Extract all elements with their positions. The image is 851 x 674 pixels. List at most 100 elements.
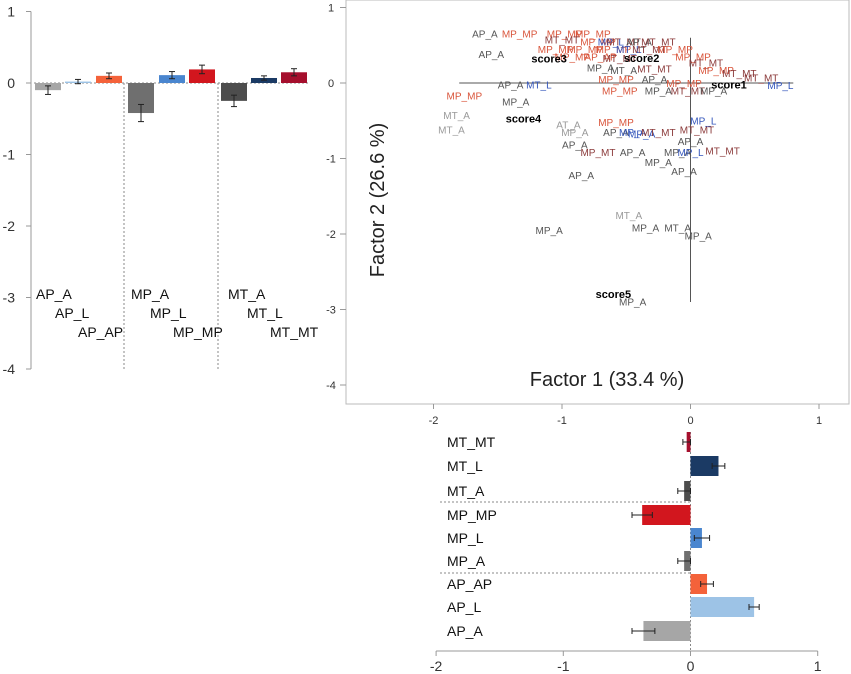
br-category-label: MP_A [447,553,486,569]
bp-point-label: MT_MT [603,54,637,65]
bp-point-label: AP_A [568,171,594,182]
bp-point-label: MP_A [664,148,692,159]
bp-point-label: MP_A [536,226,564,237]
br-category-label: MT_L [447,458,483,474]
bp-point-label: MP_L [677,148,704,159]
bp-point-label: MT_MT [637,64,671,75]
bp-point-label: MP_A [632,224,660,235]
br-category-label: MT_MT [447,434,496,450]
bp-point-label: MP_MT [580,148,615,159]
bp-point-label: MP_L [598,37,625,48]
bp-x-tick-label: -2 [429,415,439,427]
tl-bar-mt_a [221,83,247,101]
bp-point-label: MP_MP [675,52,711,63]
br-bar-ap_a [643,621,691,641]
bp-point-label: MP_A [645,86,673,97]
bp-point-label: MT_MT [680,126,714,137]
bp-y-tick-label: 0 [328,78,334,90]
bp-point-label: MT_A [615,211,642,222]
tl-category-label: MT_MT [270,324,319,340]
bp-point-label: MP_A [619,128,647,139]
bp-point-label: MP_A [645,158,673,169]
bp-point-label: MT_L [526,80,552,91]
bp-point-label: MP_A [587,64,615,75]
bp-point-label: MP_MP [666,79,702,90]
br-category-label: MT_A [447,483,485,499]
bp-score-label: score2 [624,53,659,65]
bp-y-tick-label: -2 [326,229,336,241]
tl-category-label: AP_L [55,305,89,321]
bp-point-label: MT_MT [705,147,739,158]
tl-y-tick-label: -4 [3,361,16,377]
tl-category-label: MP_MP [173,324,223,340]
tl-y-tick-label: 0 [7,75,15,91]
tl-bar-mt_mt [281,72,307,83]
bp-y-tick-label: -3 [326,305,336,317]
bp-point-label: MT_MT [641,128,675,139]
br-category-label: AP_L [447,599,481,615]
bp-point-label: AP_A [626,37,652,48]
tl-y-tick-label: 1 [7,4,15,20]
tl-bar-mp_mp [189,69,215,83]
biplot-frame [345,0,850,405]
tl-category-label: MP_L [150,305,187,321]
bp-point-label: MP_MP [698,66,734,77]
tl-y-tick-label: -1 [3,147,16,163]
bp-point-label: MP_A [502,98,530,109]
bp-point-label: MP_MP [596,45,632,56]
bp-point-label: MP_A [619,298,647,309]
bp-point-label: AP_A [671,167,697,178]
br-bar-mt_l [690,456,719,476]
bp-score-label: score5 [596,289,631,301]
bp-point-label: MT_MT [671,86,705,97]
br-category-label: MP_MP [447,507,497,523]
tl-bar-ap_ap [96,75,122,83]
tl-category-label: AP_A [36,286,72,302]
br-category-label: MP_L [447,530,484,546]
bp-point-label: MP_MP [547,30,583,41]
bp-point-label: MT_MT [722,69,756,80]
bp-point-label: MP_MP [567,45,603,56]
top-left-bar-chart: 1 0 -1 -2 -3 -4 AP_A AP_L AP_AP MP_A MP_L MP_MP MT_A… [3,4,319,378]
tl-category-label: MT_L [247,305,283,321]
bp-point-label: AP_A [472,30,498,41]
bp-score-label: score3 [531,54,566,66]
biplot-y-label: Factor 2 (26.6 %) [367,123,389,278]
bp-point-label: AP_A [642,75,668,86]
bp-point-label: MP_MP [575,30,611,41]
br-x-tick-label: 0 [687,658,695,674]
br-bar-ap_l [690,597,755,617]
bp-point-label: MT_MT [689,58,723,69]
bp-point-label: MT_A [664,224,691,235]
tl-category-label: MP_A [131,286,170,302]
bp-point-label: MP_MP [554,52,590,63]
bp-point-label: AP_AP [584,52,617,63]
bp-x-tick-label: -1 [557,415,567,427]
bp-score-label: score4 [506,113,542,125]
bp-y-tick-label: -4 [326,380,336,392]
bp-point-label: MP_MP [580,37,616,48]
bp-point-label: MP_A [700,86,728,97]
bp-point-label: MP_A [685,231,713,242]
bp-point-label: AP_A [479,50,505,61]
bp-point-label: MP_MP [598,75,634,86]
bp-point-label: MP_MP [447,92,483,103]
bp-point-label: AP_A [562,141,588,152]
tl-y-tick-label: -2 [3,218,16,234]
tl-y-tick-label: -3 [3,290,16,306]
bp-point-label: AP_A [498,80,524,91]
bp-y-tick-label: -1 [326,154,336,166]
bp-point-label: MP_MP [598,118,634,129]
bp-point-label: AP_A [678,137,704,148]
bp-x-tick-label: 1 [816,415,822,427]
bp-point-label: MT_MT [744,73,778,84]
br-x-tick-label: -1 [557,658,570,674]
bottom-right-bar-chart: -2 -1 0 1 MT_MT MT_L MT_A MP_MP MP_L MP_A AP_AP AP_… [430,432,822,674]
bp-point-label: MP_MP [657,45,693,56]
bp-point-label: MP_L [690,117,717,128]
br-x-tick-label: 1 [814,658,822,674]
bp-point-label: MP_A [628,129,656,140]
bp-score-label: score1 [711,79,746,91]
bp-point-label: MT_MT [545,36,579,47]
